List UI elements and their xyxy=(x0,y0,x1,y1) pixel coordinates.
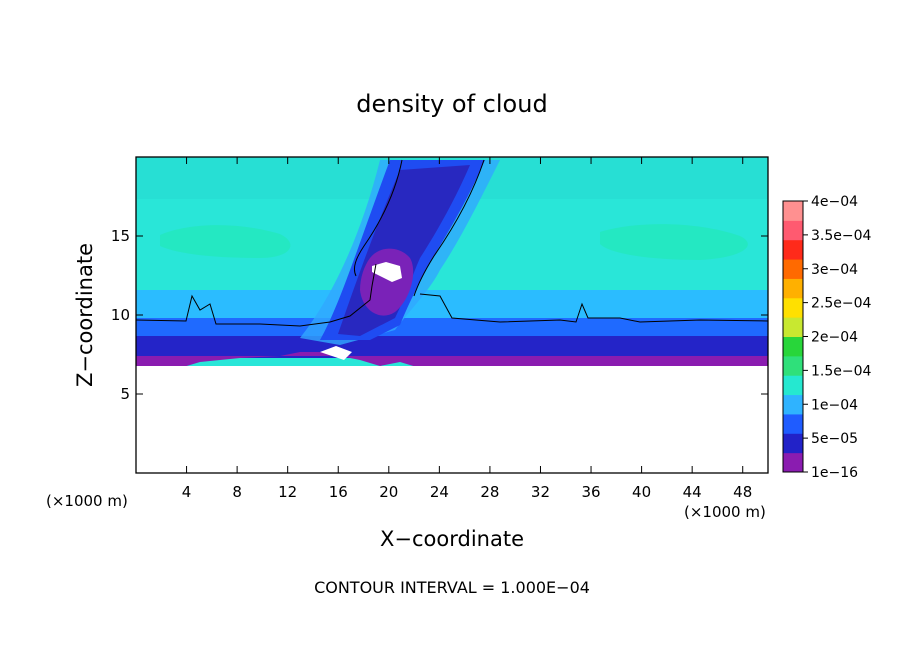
field-bottom-edge xyxy=(136,352,768,370)
x-tick-label: 20 xyxy=(379,483,398,501)
x-tick-label: 16 xyxy=(329,483,348,501)
colorbar-label: 2.5e−04 xyxy=(811,296,872,312)
contour-line-lower xyxy=(136,263,768,327)
x-tick-label: 36 xyxy=(581,483,600,501)
colorbar-swatch xyxy=(783,355,803,376)
colorbar-swatch xyxy=(783,201,803,221)
colorbar: 1e−16 5e−05 1e−04 1.5e−04 2e−04 2.5e−04 3e−04 3… xyxy=(782,194,872,481)
x-tick-label: 12 xyxy=(278,483,297,501)
colorbar-swatch xyxy=(783,220,803,241)
colorbar-swatch xyxy=(783,452,803,473)
contour-interval-footer: CONTOUR INTERVAL = 1.000E−04 xyxy=(314,578,590,597)
y-tick-label: 15 xyxy=(111,227,130,245)
x-axis-label: X−coordinate xyxy=(380,527,524,551)
y-tick-label: 10 xyxy=(111,306,130,324)
colorbar-label: 3e−04 xyxy=(811,262,858,278)
x-tick-label: 32 xyxy=(531,483,550,501)
colorbar-swatch xyxy=(783,394,803,415)
colorbar-swatch xyxy=(783,433,803,454)
field-layer xyxy=(136,157,768,473)
x-tick-label: 40 xyxy=(632,483,651,501)
field-blank xyxy=(136,366,768,473)
colorbar-label: 4e−04 xyxy=(811,194,858,210)
field-band-left xyxy=(160,225,291,258)
contour-line-upper xyxy=(353,159,485,297)
colorbar-swatch xyxy=(783,413,803,434)
colorbar-swatch xyxy=(783,317,803,337)
colorbar-swatch xyxy=(783,278,803,299)
field-low-band xyxy=(136,318,768,338)
x-tick-label: 44 xyxy=(683,483,702,501)
colorbar-label: 1.5e−04 xyxy=(811,363,872,379)
colorbar-swatch xyxy=(783,375,803,396)
x-tick-label: 48 xyxy=(733,483,752,501)
field-blank-notch xyxy=(320,346,352,360)
x-axis: 4 8 12 16 20 24 28 32 36 40 44 48 xyxy=(182,157,752,501)
colorbar-swatch xyxy=(783,336,803,357)
plume-core xyxy=(360,248,414,316)
field-band-right xyxy=(600,224,748,260)
colorbar-label: 1e−04 xyxy=(811,397,858,413)
colorbar-swatch xyxy=(783,239,803,260)
field-mid-band xyxy=(136,290,768,318)
chart-title: density of cloud xyxy=(356,90,547,118)
colorbar-swatch xyxy=(783,259,803,279)
colorbar-label: 3.5e−04 xyxy=(811,228,872,244)
plume-hole xyxy=(372,262,402,282)
colorbar-label: 5e−05 xyxy=(811,431,858,447)
y-axis: 5 10 15 xyxy=(111,227,768,403)
x-tick-label: 24 xyxy=(430,483,449,501)
y-tick-label: 5 xyxy=(120,385,130,403)
x-tick-label: 28 xyxy=(480,483,499,501)
field-base-band xyxy=(136,336,768,358)
x-tick-label: 4 xyxy=(182,483,192,501)
colorbar-swatch xyxy=(783,297,803,318)
colorbar-label: 2e−04 xyxy=(811,330,858,346)
x-unit-left: (×1000 m) xyxy=(46,492,128,510)
x-tick-label: 8 xyxy=(232,483,242,501)
colorbar-label: 1e−16 xyxy=(811,465,858,481)
x-unit-right: (×1000 m) xyxy=(684,503,766,521)
y-axis-label: Z−coordinate xyxy=(73,243,97,387)
